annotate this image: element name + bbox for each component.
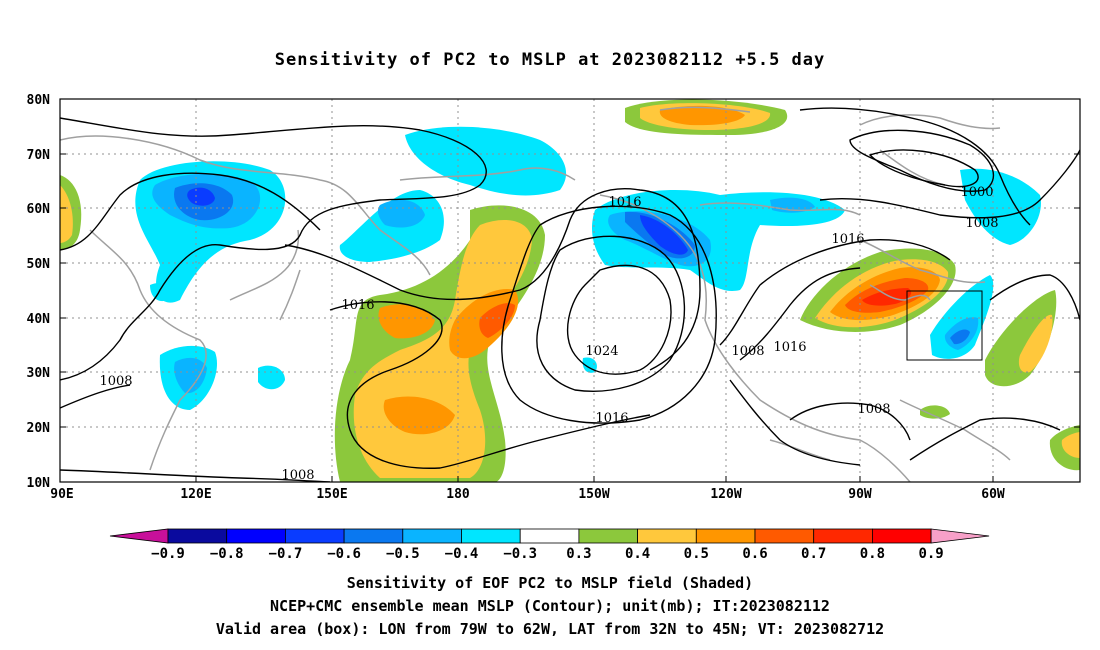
axis-ticks: [60, 98, 1080, 482]
colorbar-swatch: [872, 528, 932, 544]
colorbar-swatch: [167, 528, 228, 544]
lat-label: 70N: [27, 148, 51, 163]
lat-label: 60N: [27, 202, 51, 217]
lat-axis-labels: 80N 70N 60N 50N 40N 30N 20N 10N: [27, 93, 51, 491]
lon-label: 90E: [50, 487, 73, 502]
colorbar-label: 0.7: [801, 546, 826, 562]
lat-label: 20N: [27, 421, 51, 436]
colorbar-swatch: [578, 528, 639, 544]
lon-label: 150W: [578, 487, 609, 502]
colorbar-label: 0.8: [860, 546, 885, 562]
lat-label: 10N: [27, 476, 51, 491]
colorbar-label: 0.5: [684, 546, 709, 562]
colorbar-high-extension: [930, 528, 990, 544]
colorbar-swatch: [402, 528, 462, 544]
colorbar-swatch: [637, 528, 697, 544]
lat-label: 30N: [27, 366, 51, 381]
contour-label: 1016: [341, 298, 374, 313]
colorbar-swatch: [461, 528, 521, 544]
colorbar-label: −0.8: [210, 546, 244, 562]
map-title: Sensitivity of PC2 to MSLP at 2023082112…: [274, 50, 826, 70]
colorbar-swatch: [695, 528, 756, 544]
contour-label: 1016: [595, 411, 628, 426]
lon-label: 60W: [981, 487, 1005, 502]
lon-axis-labels: 90E 120E 150E 180 150W 120W 90W 60W: [50, 487, 1005, 502]
map-frame: [59, 98, 1081, 483]
contour-label: 1008: [857, 402, 890, 417]
colorbar-label: 0.6: [742, 546, 767, 562]
lon-label: 120E: [180, 487, 211, 502]
colorbar: [109, 528, 990, 544]
mslp-contours: [60, 107, 1080, 482]
contour-label: 1024: [585, 344, 618, 359]
colorbar-label: −0.4: [445, 546, 479, 562]
colorbar-swatch: [519, 528, 580, 544]
colorbar-swatch: [284, 528, 345, 544]
colorbar-label: −0.9: [151, 546, 185, 562]
contour-label: 1008: [965, 216, 998, 231]
contour-label: 1008: [99, 374, 132, 389]
colorbar-low-extension: [109, 528, 169, 544]
contour-label: 1016: [773, 340, 806, 355]
contour-label: 1008: [731, 344, 764, 359]
caption-contour: NCEP+CMC ensemble mean MSLP (Contour); u…: [270, 597, 830, 615]
contour-labels: 1016 1016 1024 1016 1008 1016 1008 1000 1008 1016…: [99, 185, 998, 483]
colorbar-label: 0.4: [625, 546, 650, 562]
contour-label: 1000: [960, 185, 993, 200]
colorbar-label: 0.3: [566, 546, 591, 562]
lat-label: 80N: [27, 93, 51, 108]
colorbar-swatch: [343, 528, 404, 544]
lon-label: 180: [446, 487, 470, 502]
colorbar-label: −0.6: [327, 546, 361, 562]
contour-label: 1016: [608, 195, 641, 210]
lat-label: 50N: [27, 257, 51, 272]
lat-label: 40N: [27, 312, 51, 327]
caption-shading: Sensitivity of EOF PC2 to MSLP field (Sh…: [346, 574, 754, 592]
colorbar-swatch: [226, 528, 286, 544]
lon-label: 90W: [848, 487, 872, 502]
colorbar-label: −0.7: [269, 546, 303, 562]
colorbar-labels: −0.9 −0.8 −0.7 −0.6 −0.5 −0.4 −0.3 0.3 0.4 0.5 0.6…: [151, 546, 944, 562]
valid-area-box: [906, 290, 983, 361]
caption-valid-area: Valid area (box): LON from 79W to 62W, L…: [215, 620, 885, 638]
coastlines: [60, 106, 1011, 482]
map-plot-area: 1016 1016 1024 1016 1008 1016 1008 1000 1008 1016…: [60, 99, 1080, 483]
lon-label: 120W: [710, 487, 741, 502]
colorbar-swatch: [754, 528, 815, 544]
colorbar-label: −0.3: [503, 546, 537, 562]
colorbar-label: 0.9: [918, 546, 943, 562]
lon-label: 150E: [316, 487, 347, 502]
contour-label: 1008: [281, 468, 314, 483]
graticule: [60, 99, 1080, 482]
contour-label: 1016: [831, 232, 864, 247]
colorbar-label: −0.5: [386, 546, 420, 562]
colorbar-swatch: [813, 528, 873, 544]
